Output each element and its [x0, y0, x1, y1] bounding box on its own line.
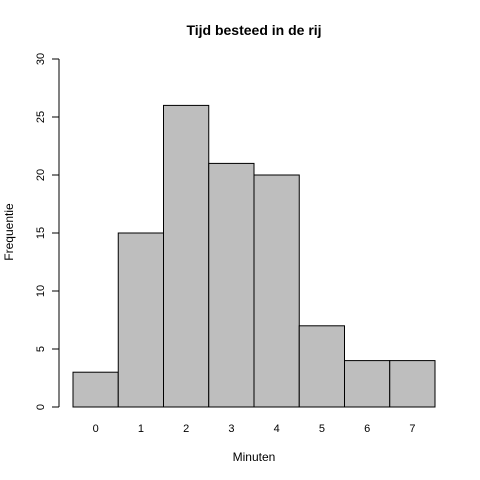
- x-tick-label-3: 3: [228, 423, 234, 435]
- x-tick-label-2: 2: [183, 423, 189, 435]
- x-tick-label-6: 6: [364, 423, 370, 435]
- y-tick-label-10: 10: [35, 285, 47, 297]
- bar-5: [298, 325, 345, 408]
- bar-2: [163, 104, 210, 408]
- y-tick-label-5: 5: [35, 346, 47, 352]
- bars-group: [72, 104, 436, 408]
- bar-6: [344, 360, 391, 408]
- x-tick-label-5: 5: [319, 423, 325, 435]
- x-tick-labels: 0 1 2 3 4 5 6 7: [93, 423, 416, 435]
- bar-3: [208, 162, 255, 408]
- bar-1: [117, 232, 164, 408]
- chart-title: Tijd besteed in de rij: [186, 22, 321, 38]
- y-tick-label-15: 15: [35, 227, 47, 239]
- y-axis: 0 5 10 15 20 25 30: [35, 53, 60, 410]
- bar-4: [253, 174, 300, 408]
- y-axis-label: Frequentie: [2, 203, 16, 261]
- x-tick-label-7: 7: [409, 423, 415, 435]
- bar-0: [72, 371, 119, 408]
- x-axis-label: Minuten: [233, 450, 276, 464]
- y-tick-label-30: 30: [35, 53, 47, 65]
- bar-7: [389, 360, 436, 408]
- y-tick-label-25: 25: [35, 111, 47, 123]
- x-tick-label-4: 4: [274, 423, 280, 435]
- y-tick-label-20: 20: [35, 169, 47, 181]
- y-tick-label-0: 0: [35, 404, 47, 410]
- x-tick-label-0: 0: [93, 423, 99, 435]
- x-tick-label-1: 1: [138, 423, 144, 435]
